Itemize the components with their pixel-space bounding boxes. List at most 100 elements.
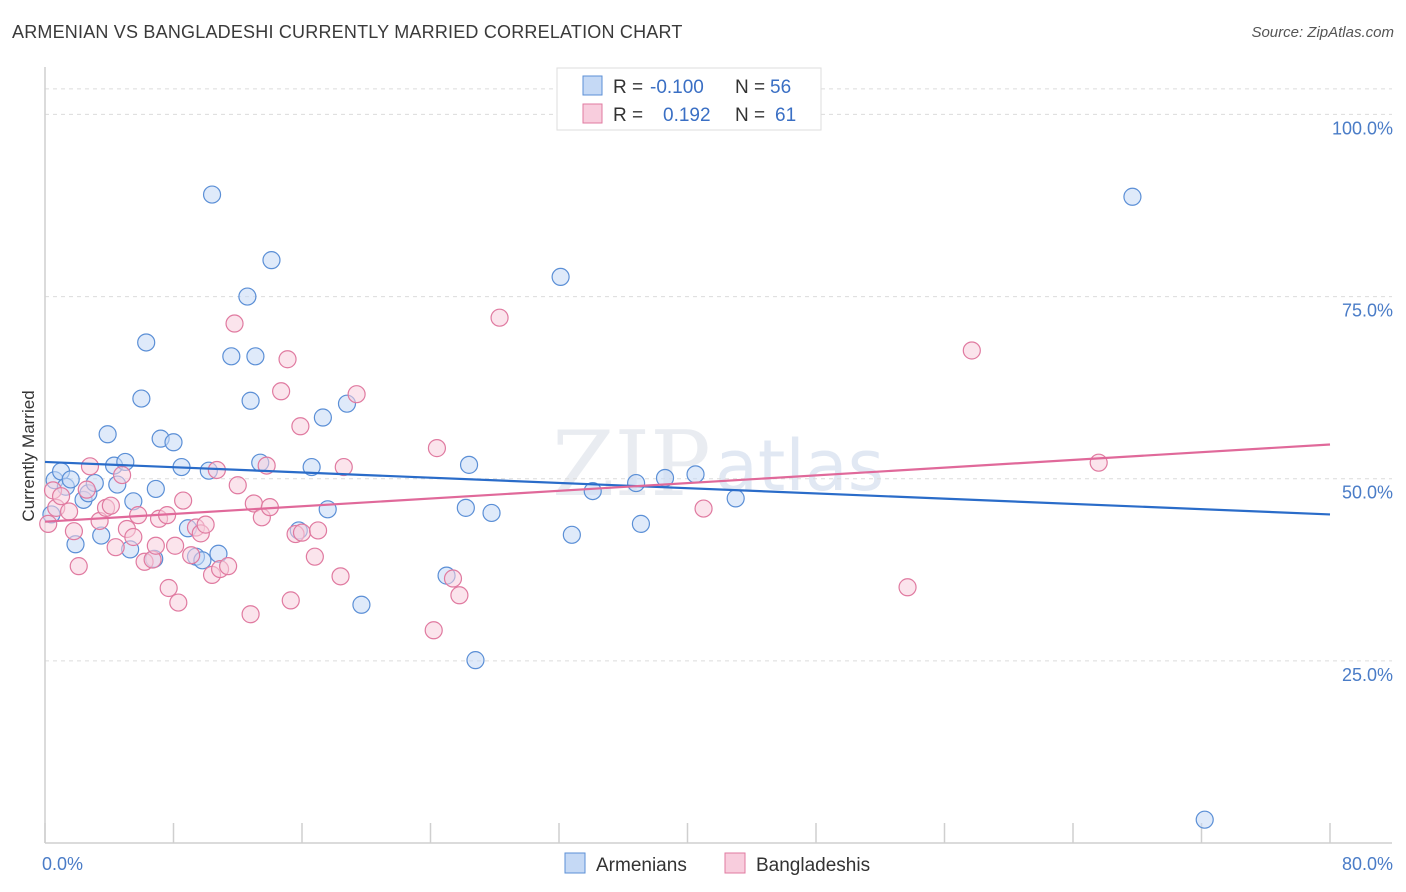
- tick-labels: 25.0% 50.0% 75.0% 100.0% 0.0% 80.0%: [42, 118, 1393, 874]
- trend-lines: [44, 443, 1331, 523]
- armenian-point-26: [202, 185, 222, 204]
- armenian-point-46: [562, 525, 581, 544]
- armenian-point-52: [726, 489, 745, 508]
- bangladeshi-point-33: [219, 557, 238, 576]
- legend-n-value-1: 56: [770, 77, 791, 98]
- armenian-point-29: [238, 287, 257, 306]
- bottom-legend-swatch-bangladeshis: [724, 852, 746, 874]
- legend-n-value-2: 61: [775, 105, 796, 126]
- armenian-point-44: [482, 503, 501, 523]
- bangladeshi-point-4: [59, 502, 79, 521]
- legend-r-label-2: R =: [613, 105, 643, 126]
- bangladeshi-point-50: [334, 457, 353, 477]
- bangladeshi-point-58: [898, 578, 917, 597]
- y-tick-label-2: 75.0%: [1342, 301, 1393, 321]
- axes: [44, 67, 1392, 844]
- bangladeshi-point-25: [174, 491, 193, 510]
- legend-swatch-armenians: [582, 75, 603, 96]
- armenian-point-45: [551, 267, 570, 286]
- bangladeshi-point-3: [51, 487, 71, 506]
- bangladeshi-point-53: [427, 439, 447, 458]
- bangladeshi-point-49: [331, 567, 350, 586]
- armenian-point-47: [583, 482, 602, 501]
- bangladeshi-point-26: [182, 546, 201, 565]
- bangladeshi-point-43: [281, 591, 300, 610]
- legend: R = -0.100 N = 56 R = 0.192 N = 61: [556, 67, 822, 131]
- bangladeshi-point-45: [291, 417, 310, 436]
- bangladeshi-point-34: [225, 314, 244, 333]
- watermark: ZIP atlas: [552, 412, 884, 517]
- armenians-trend-line: [44, 460, 1331, 516]
- bangladeshi-point-41: [272, 382, 291, 401]
- x-tick-label-1: 80.0%: [1342, 854, 1393, 874]
- armenian-point-54: [1195, 810, 1214, 829]
- bangladeshi-point-5: [64, 522, 84, 541]
- legend-r-label-1: R =: [613, 77, 643, 98]
- bangladeshi-point-22: [159, 578, 178, 598]
- bangladeshi-point-0: [39, 514, 58, 533]
- armenian-point-42: [459, 455, 479, 474]
- chart-source: Source: ZipAtlas.com: [1251, 24, 1394, 41]
- armenian-point-30: [241, 391, 260, 410]
- armenian-point-48: [626, 473, 646, 493]
- chart-title: ARMENIAN VS BANGLADESHI CURRENTLY MARRIE…: [12, 22, 683, 42]
- x-tick-label-0: 0.0%: [42, 854, 83, 874]
- armenian-point-49: [631, 514, 651, 533]
- bangladeshi-point-19: [146, 536, 165, 555]
- bangladeshi-point-54: [443, 569, 463, 588]
- bangladeshi-point-12: [106, 538, 125, 557]
- watermark-zip: ZIP: [552, 412, 711, 517]
- armenian-point-51: [686, 465, 705, 484]
- bangladeshi-point-15: [124, 527, 143, 547]
- bangladeshi-point-7: [77, 480, 96, 499]
- bangladeshi-point-8: [80, 457, 100, 476]
- armenian-point-33: [262, 251, 281, 270]
- bangladeshi-point-6: [69, 557, 88, 576]
- grid-lines: [45, 88, 1392, 662]
- armenian-point-3: [61, 470, 80, 489]
- armenian-point-9: [98, 425, 117, 444]
- armenian-point-16: [137, 333, 156, 352]
- armenian-point-39: [352, 595, 371, 614]
- y-tick-label-3: 100.0%: [1332, 118, 1393, 138]
- bangladeshi-point-56: [490, 308, 509, 327]
- legend-n-label-1: N =: [735, 77, 765, 98]
- bottom-legend-bangladeshis: Bangladeshis: [756, 855, 870, 876]
- bangladeshi-point-11: [101, 496, 120, 515]
- armenian-point-20: [164, 433, 183, 452]
- armenian-point-53: [1123, 187, 1142, 206]
- armenian-point-35: [302, 457, 321, 477]
- legend-n-label-2: N =: [735, 105, 765, 126]
- bottom-legend-swatch-armenians: [564, 852, 586, 874]
- armenian-point-31: [246, 347, 265, 366]
- bangladeshi-point-48: [308, 521, 328, 540]
- y-tick-label-0: 25.0%: [1342, 665, 1393, 685]
- bangladeshi-point-51: [347, 385, 366, 404]
- bottom-legend-armenians: Armenians: [596, 855, 687, 876]
- bangladeshi-point-29: [196, 515, 215, 534]
- bangladeshi-point-57: [694, 499, 713, 518]
- armenian-point-36: [313, 408, 332, 427]
- legend-r-value-2: 0.192: [663, 105, 711, 126]
- bottom-legend: Armenians Bangladeshis: [564, 852, 870, 876]
- armenian-point-41: [456, 498, 475, 517]
- bangladeshi-point-13: [112, 465, 132, 485]
- bangladeshis-trend-line: [44, 443, 1331, 523]
- bangladeshi-point-35: [228, 476, 247, 495]
- legend-swatch-bangladeshis: [582, 103, 603, 124]
- bangladeshi-point-42: [278, 350, 297, 369]
- y-axis-label: Currently Married: [19, 390, 38, 521]
- armenian-point-15: [132, 389, 151, 408]
- armenian-point-18: [146, 479, 165, 499]
- bangladeshi-point-52: [424, 621, 443, 640]
- legend-r-value-1: -0.100: [650, 77, 704, 98]
- bangladeshi-point-24: [169, 593, 188, 612]
- bangladeshi-point-47: [305, 547, 324, 566]
- bangladeshi-point-55: [450, 586, 469, 605]
- bangladeshi-point-23: [166, 536, 185, 555]
- armenian-point-28: [222, 347, 241, 366]
- bangladeshi-point-36: [241, 605, 260, 624]
- bangladeshi-point-59: [962, 341, 981, 360]
- bangladeshi-point-60: [1089, 453, 1108, 472]
